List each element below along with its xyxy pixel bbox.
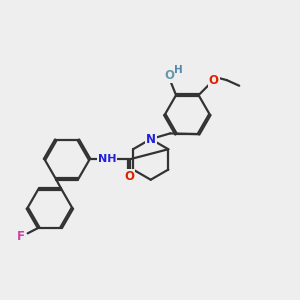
Text: O: O (164, 69, 174, 82)
Text: F: F (17, 230, 25, 243)
Text: N: N (146, 133, 156, 146)
Text: O: O (208, 74, 219, 87)
Text: H: H (174, 65, 183, 75)
Text: NH: NH (98, 154, 116, 164)
Text: O: O (124, 170, 134, 183)
